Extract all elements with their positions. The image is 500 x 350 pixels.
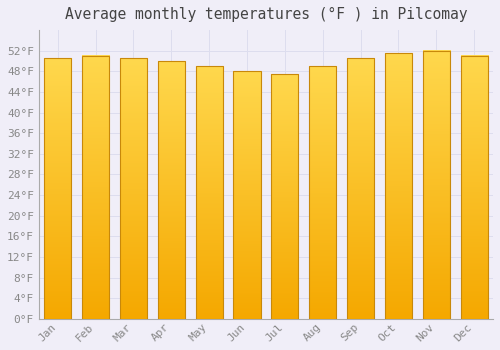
- Bar: [44, 58, 72, 319]
- Bar: [385, 53, 412, 319]
- Title: Average monthly temperatures (°F ) in Pilcomay: Average monthly temperatures (°F ) in Pi…: [64, 7, 467, 22]
- Bar: [309, 66, 336, 319]
- Bar: [196, 66, 223, 319]
- Bar: [158, 61, 185, 319]
- Bar: [82, 56, 109, 319]
- Bar: [82, 56, 109, 319]
- Bar: [460, 56, 488, 319]
- Bar: [120, 58, 147, 319]
- Bar: [347, 58, 374, 319]
- Bar: [234, 71, 260, 319]
- Bar: [385, 53, 412, 319]
- Bar: [460, 56, 488, 319]
- Bar: [271, 74, 298, 319]
- Bar: [196, 66, 223, 319]
- Bar: [309, 66, 336, 319]
- Bar: [271, 74, 298, 319]
- Bar: [422, 51, 450, 319]
- Bar: [422, 51, 450, 319]
- Bar: [44, 58, 72, 319]
- Bar: [158, 61, 185, 319]
- Bar: [347, 58, 374, 319]
- Bar: [234, 71, 260, 319]
- Bar: [120, 58, 147, 319]
